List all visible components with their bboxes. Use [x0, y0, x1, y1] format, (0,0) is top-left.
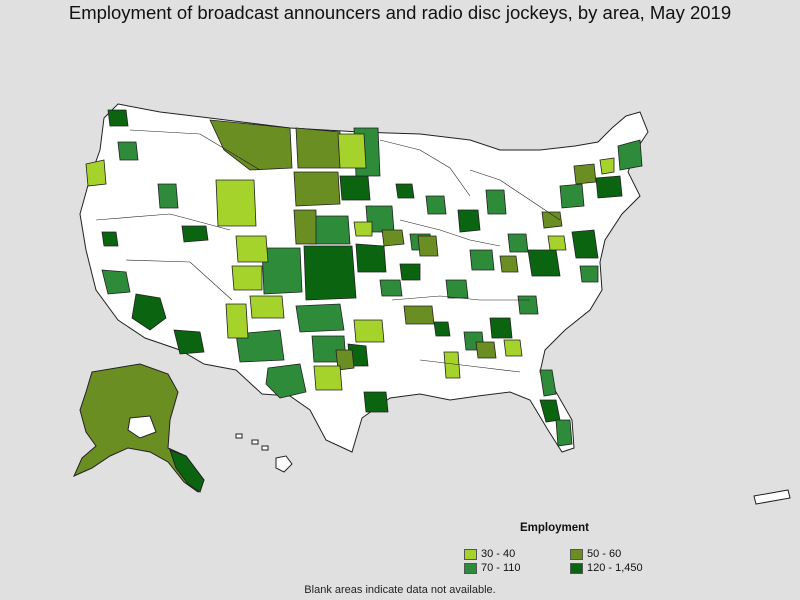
legend-label: 70 - 110: [481, 562, 521, 574]
hawaii-shape: [235, 433, 293, 473]
legend-swatch: [570, 562, 583, 574]
regions-50-60: [209, 119, 597, 371]
legend-item-30-40: 30 - 40: [464, 548, 515, 560]
legend-label: 50 - 60: [587, 548, 622, 560]
regions-70-110: [101, 127, 643, 447]
alaska-southeast-region: [169, 449, 205, 493]
legend-swatch: [570, 548, 583, 560]
regions-120-1450: [101, 109, 623, 423]
regions-30-40: [85, 133, 615, 391]
legend-swatch: [464, 548, 477, 560]
footnote: Blank areas indicate data not available.: [304, 584, 496, 596]
legend-title: Employment: [520, 522, 590, 534]
area-boundaries: [95, 129, 561, 373]
legend-item-120-1450: 120 - 1,450: [570, 562, 643, 574]
alaska-blank-region: [127, 415, 157, 439]
legend-item-70-110: 70 - 110: [464, 562, 521, 574]
legend-item-50-60: 50 - 60: [570, 548, 621, 560]
legend-label: 30 - 40: [481, 548, 516, 560]
puerto-rico-shape: [753, 489, 791, 505]
legend-label: 120 - 1,450: [587, 562, 643, 574]
legend-swatch: [464, 562, 477, 574]
map-title: Employment of broadcast announcers and r…: [68, 2, 732, 23]
